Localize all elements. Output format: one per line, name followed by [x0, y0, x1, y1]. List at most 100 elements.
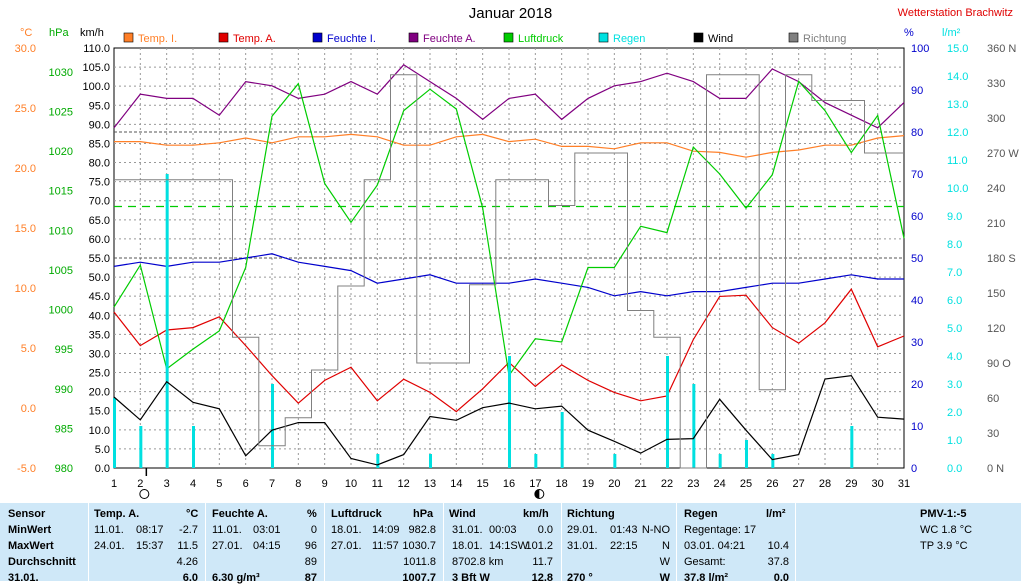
- wind-axis-tick: 60.0: [89, 234, 110, 246]
- stats-rain-label: 37.8 l/m²: [684, 572, 729, 584]
- pressure-axis-tick: 1005: [49, 265, 73, 277]
- stats-humidity-time: 04:15: [253, 540, 281, 552]
- rain-bar: [113, 398, 116, 468]
- rain-bar: [429, 454, 432, 468]
- stats-temp-value: 11.5: [177, 540, 198, 552]
- stats-pressure-value: 1007.7: [402, 572, 436, 584]
- rain-axis-tick: 15.0: [947, 43, 968, 55]
- stats-header-humidity: Feuchte A.: [212, 508, 268, 520]
- temp-axis-tick: 0.0: [21, 403, 36, 415]
- x-axis-tick: 7: [269, 478, 275, 490]
- pressure-axis-tick: 1000: [49, 305, 73, 317]
- temp-axis-tick: 20.0: [15, 163, 36, 175]
- stats-header-pressure: Luftdruck: [331, 508, 382, 520]
- rain-bar: [666, 356, 669, 468]
- rain-axis-tick: 7.0: [947, 267, 962, 279]
- rain-axis-tick: 0.0: [947, 463, 962, 475]
- stats-direction-value: N-NO: [641, 524, 670, 536]
- x-axis-tick: 13: [424, 478, 436, 490]
- temp-axis-tick: 15.0: [15, 223, 36, 235]
- temp-axis-tick: 25.0: [15, 103, 36, 115]
- stats-pressure-time: 14:09: [372, 524, 400, 536]
- pressure-axis-tick: 1025: [49, 106, 73, 118]
- legend-label: Temp. I.: [138, 33, 177, 45]
- legend-swatch: [312, 32, 323, 43]
- legend-label: Wind: [708, 33, 733, 45]
- wind-axis-tick: 20.0: [89, 387, 110, 399]
- wind-axis-tick: 85.0: [89, 138, 110, 150]
- rain-axis-tick: 2.0: [947, 407, 962, 419]
- temp-axis-tick: 30.0: [15, 43, 36, 55]
- x-axis-tick: 20: [608, 478, 620, 490]
- legend-swatch: [408, 32, 419, 43]
- stats-header-rain: Regen: [684, 508, 718, 520]
- stats-temp-date: 11.01.: [94, 524, 124, 536]
- rain-bar: [271, 384, 274, 468]
- stats-humidity-date: 6.30 g/m³: [212, 572, 260, 584]
- direction-axis-tick: 210: [987, 218, 1005, 230]
- stats-header-pmv: PMV-1:-5: [920, 508, 967, 520]
- x-axis-tick: 10: [345, 478, 357, 490]
- series-line-feuchte-i: [113, 253, 904, 297]
- direction-axis-tick: 240: [987, 183, 1005, 195]
- wind-axis-tick: 25.0: [89, 368, 110, 380]
- wind-axis-unit: km/h: [80, 27, 104, 39]
- stats-direction-value: N: [662, 540, 670, 552]
- wind-axis-tick: 10.0: [89, 425, 110, 437]
- stats-row-label: MaxWert: [8, 540, 54, 552]
- stats-wind-value: 12.8: [531, 572, 553, 584]
- stats-header-wind: Wind: [449, 508, 476, 520]
- stats-pressure-value: 1011.8: [403, 556, 436, 568]
- x-axis-tick: 15: [477, 478, 489, 490]
- series-line-temp-i: [114, 133, 905, 158]
- rain-bar: [850, 426, 854, 468]
- stats-header-pressure-unit: hPa: [413, 508, 434, 520]
- x-axis-tick: 12: [398, 478, 410, 490]
- legend-swatch: [788, 32, 799, 43]
- stats-wind-value: 101.2: [525, 540, 553, 552]
- humidity-axis-tick: 0: [911, 463, 917, 475]
- rain-bar: [771, 454, 775, 468]
- direction-axis-tick: 90 O: [987, 358, 1011, 370]
- rain-axis-tick: 6.0: [947, 295, 962, 307]
- x-axis-tick: 2: [137, 478, 143, 490]
- stats-header-direction: Richtung: [567, 508, 615, 520]
- rain-axis-tick: 1.0: [947, 435, 962, 447]
- stats-humidity-date: 11.01.: [212, 524, 242, 536]
- direction-axis-tick: 0 N: [987, 463, 1004, 475]
- legend-swatch: [503, 32, 514, 43]
- humidity-axis-tick: 10: [911, 421, 923, 433]
- direction-axis-tick: 180 S: [987, 253, 1016, 265]
- stats-direction-date: 29.01.: [567, 524, 598, 536]
- stats-temp-time: 08:17: [136, 524, 164, 536]
- wind-axis-tick: 0.0: [95, 463, 110, 475]
- x-axis-tick: 14: [450, 478, 462, 490]
- wind-axis-tick: 75.0: [89, 177, 110, 189]
- stats-temp-value: -2.7: [179, 524, 198, 536]
- wind-axis-tick: 65.0: [89, 215, 110, 227]
- temp-axis-unit: °C: [20, 27, 32, 39]
- pressure-axis-tick: 1030: [49, 67, 73, 79]
- rain-axis-tick: 5.0: [947, 323, 962, 335]
- stats-pressure-value: 1030.7: [402, 540, 436, 552]
- legend-label: Feuchte A.: [423, 33, 476, 45]
- rain-bar: [376, 454, 380, 468]
- stats-temp-value: 4.26: [176, 556, 198, 568]
- statistics-panel: Sensor Temp. A. °C Feuchte A. % Luftdruc…: [0, 503, 1021, 584]
- stats-humidity-date: 27.01.: [212, 540, 243, 552]
- humidity-axis-tick: 50: [911, 253, 923, 265]
- pressure-axis-tick: 1010: [49, 225, 73, 237]
- x-axis-tick: 31: [898, 478, 910, 490]
- wind-axis-tick: 55.0: [89, 253, 110, 265]
- stats-row-label: MinWert: [8, 524, 52, 536]
- chart-title: Januar 2018: [468, 5, 553, 22]
- legend-swatch: [693, 32, 704, 43]
- rain-bar: [139, 426, 143, 468]
- x-axis-tick: 3: [164, 478, 170, 490]
- direction-axis-tick: 30: [987, 428, 999, 440]
- rain-bar: [718, 454, 722, 468]
- legend-label: Regen: [613, 33, 645, 45]
- station-name: Wetterstation Brachwitz: [897, 7, 1013, 19]
- direction-axis-tick: 270 W: [987, 148, 1019, 160]
- direction-axis-tick: 60: [987, 393, 999, 405]
